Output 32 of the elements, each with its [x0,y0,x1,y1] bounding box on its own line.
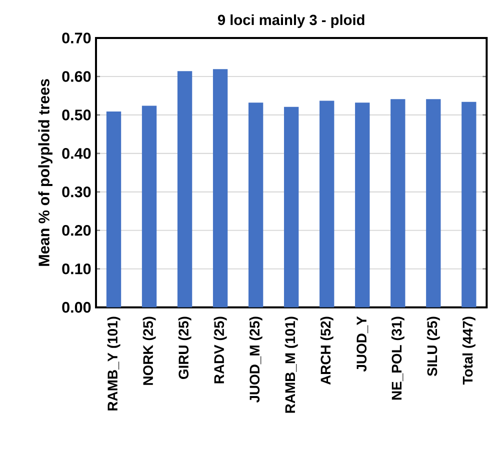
x-tick-label: ARCH (52) [320,316,334,385]
y-tick-label: 0.60 [62,71,91,82]
x-tick-label: GIRU (25) [178,316,192,380]
bar [106,111,122,308]
x-tick-label: JUOD_M (25) [249,316,262,403]
y-axis-title: Mean % of polyploid trees [38,79,52,266]
x-tick-label: NORK (25) [142,316,156,385]
x-tick-label: Total (447) [462,316,476,385]
x-tick-label: JUOD_Y [356,316,368,372]
y-tick-label: 0.70 [62,32,91,44]
x-tick-label: RADV (25) [214,316,227,384]
bar [177,71,192,308]
bar [355,102,370,308]
x-tick-label: NE_POL (31) [391,316,404,400]
y-tick-label: 0.00 [62,302,91,313]
y-tick-label: 0.30 [62,186,91,198]
bar [142,106,157,308]
x-tick-label: RAMB_Y (101) [107,316,120,410]
x-tick-label: RAMB_M (101) [284,316,298,413]
bar [462,102,476,308]
y-tick-label: 0.40 [62,148,91,159]
bar [390,99,406,308]
y-tick-label: 0.10 [62,263,91,274]
bar [426,99,441,308]
bar [284,106,299,308]
bar [212,69,228,308]
bar [248,102,264,308]
bar [320,100,334,308]
chart-title: 9 loci mainly 3 - ploid [218,14,364,28]
y-tick-label: 0.50 [62,110,91,120]
y-tick-label: 0.20 [62,224,91,236]
x-tick-label: SILU (25) [426,316,440,376]
